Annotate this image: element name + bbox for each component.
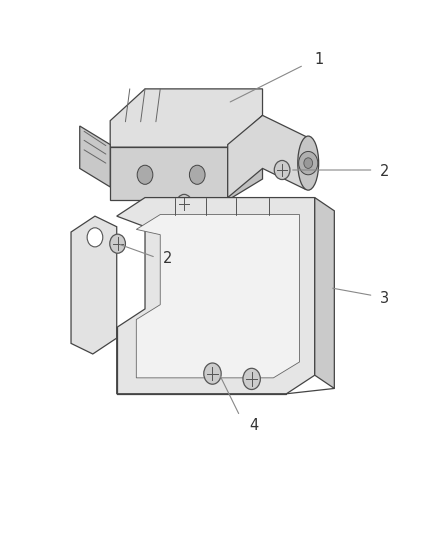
Circle shape: [189, 165, 205, 184]
Polygon shape: [136, 215, 300, 378]
Polygon shape: [110, 147, 228, 200]
Ellipse shape: [298, 136, 319, 190]
Circle shape: [243, 368, 260, 390]
Circle shape: [177, 195, 192, 214]
Polygon shape: [228, 115, 262, 200]
Polygon shape: [117, 198, 315, 394]
Text: 3: 3: [380, 291, 389, 306]
Polygon shape: [110, 89, 262, 147]
Text: 2: 2: [380, 164, 389, 179]
Text: 1: 1: [315, 52, 324, 67]
Circle shape: [110, 234, 125, 253]
Text: 2: 2: [162, 251, 172, 266]
Polygon shape: [80, 126, 110, 187]
Circle shape: [299, 151, 318, 175]
Text: 4: 4: [250, 418, 259, 433]
Circle shape: [274, 160, 290, 180]
Circle shape: [204, 363, 221, 384]
Polygon shape: [315, 198, 334, 389]
Circle shape: [304, 158, 313, 168]
Circle shape: [137, 165, 153, 184]
Circle shape: [87, 228, 103, 247]
Polygon shape: [71, 216, 117, 354]
Polygon shape: [228, 115, 306, 198]
